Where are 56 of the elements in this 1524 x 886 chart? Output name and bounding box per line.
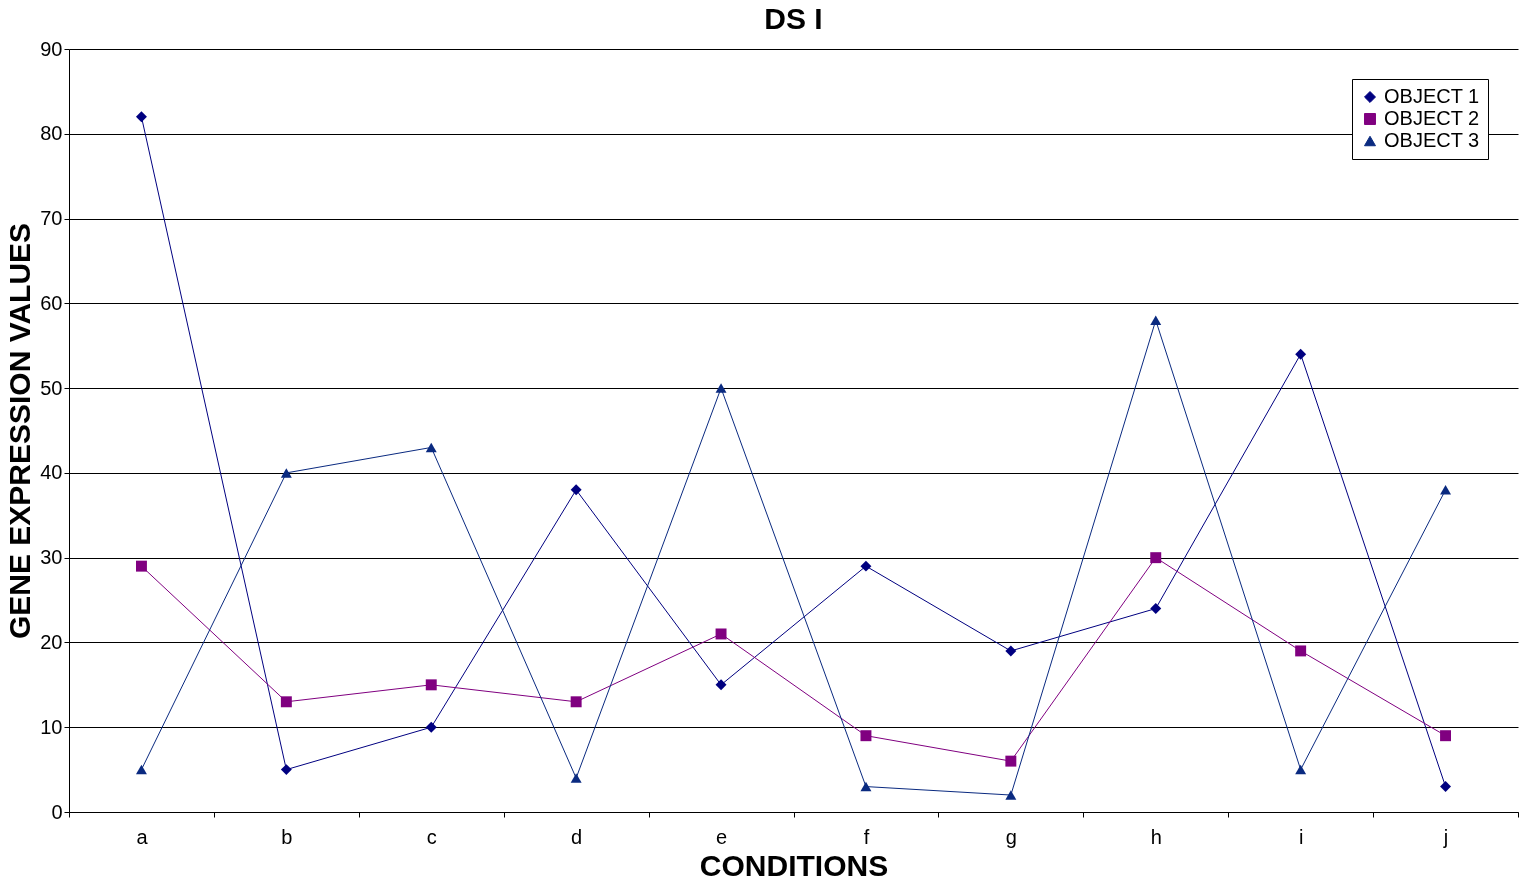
- point: [425, 442, 437, 453]
- point: [1150, 552, 1162, 564]
- point: [280, 468, 292, 478]
- x-tick-label: c: [426, 825, 437, 848]
- legend-label: OBJECT 1: [1384, 85, 1480, 107]
- x-tick-label: i: [1298, 825, 1304, 848]
- point: [135, 111, 147, 123]
- x-tick-label: d: [571, 825, 583, 848]
- point: [1150, 315, 1162, 326]
- y-tick-label: 50: [40, 376, 63, 399]
- point: [860, 730, 872, 742]
- point: [570, 484, 582, 496]
- x-tick-label: f: [863, 825, 870, 848]
- y-tick-label: 0: [51, 800, 63, 823]
- point: [1295, 764, 1307, 775]
- point: [860, 560, 872, 572]
- x-tick-label: g: [1005, 825, 1017, 848]
- point: [135, 764, 147, 775]
- y-tick-label: 90: [40, 37, 63, 60]
- chart-title: DS I: [764, 2, 823, 35]
- point: [715, 628, 727, 640]
- y-tick-label: 30: [40, 546, 63, 569]
- y-tick-label: 70: [40, 207, 63, 230]
- point: [425, 721, 437, 733]
- point: [1440, 730, 1452, 742]
- y-tick-label: 20: [40, 630, 63, 653]
- y-tick-label: 10: [40, 715, 63, 738]
- point: [570, 773, 582, 783]
- point: [715, 383, 727, 393]
- point: [715, 679, 727, 691]
- y-axis-title: GENE EXPRESSION VALUES: [3, 222, 37, 640]
- point: [570, 696, 582, 708]
- y-tick-label: 40: [40, 461, 63, 484]
- x-tick-label: b: [281, 825, 293, 848]
- x-tick-label: h: [1150, 825, 1162, 848]
- legend-label: OBJECT 3: [1384, 129, 1480, 151]
- point: [280, 764, 292, 776]
- y-tick-label: 60: [40, 291, 63, 314]
- x-tick-label: a: [136, 825, 149, 848]
- x-tick-label: e: [715, 825, 728, 848]
- point: [1295, 645, 1307, 657]
- point: [425, 679, 437, 691]
- y-tick-label: 80: [40, 122, 63, 145]
- point: [1440, 781, 1452, 793]
- legend-label: OBJECT 2: [1384, 107, 1480, 129]
- point: [1005, 645, 1017, 657]
- point: [860, 781, 872, 792]
- point: [1295, 348, 1307, 360]
- point: [135, 560, 147, 572]
- point: [280, 696, 292, 708]
- point: [1005, 755, 1017, 767]
- point: [1005, 790, 1017, 800]
- x-axis-title: CONDITIONS: [699, 848, 889, 882]
- point: [1150, 603, 1162, 615]
- x-tick-label: j: [1442, 825, 1449, 848]
- point: [1440, 485, 1452, 495]
